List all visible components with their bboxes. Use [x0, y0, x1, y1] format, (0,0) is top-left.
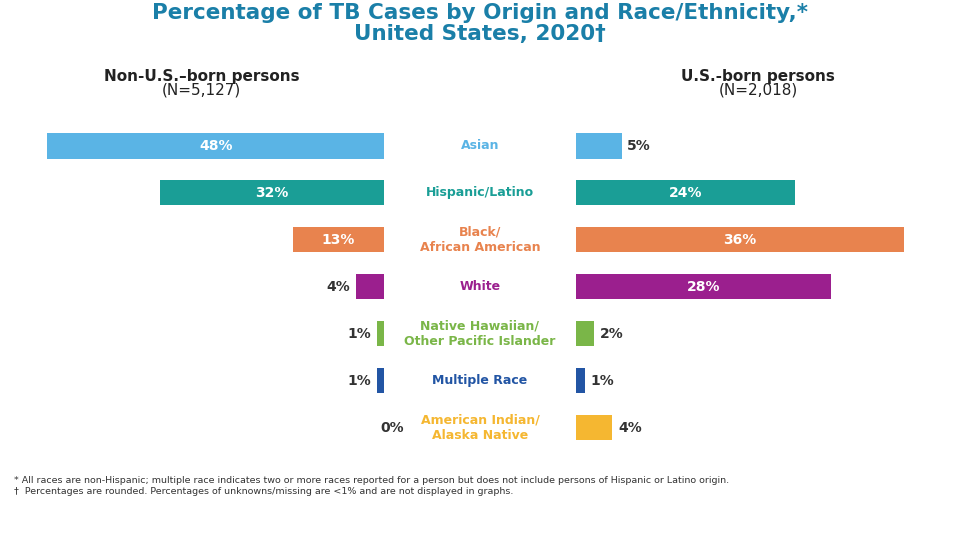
Text: 5%: 5% — [627, 139, 651, 153]
Text: White: White — [460, 280, 500, 293]
Text: (N=2,018): (N=2,018) — [719, 82, 798, 97]
Text: Native Hawaiian/
Other Pacific Islander: Native Hawaiian/ Other Pacific Islander — [404, 320, 556, 348]
Bar — [377, 321, 384, 347]
Text: 0%: 0% — [380, 421, 404, 435]
Text: American Indian/
Alaska Native: American Indian/ Alaska Native — [420, 414, 540, 442]
Text: 1%: 1% — [590, 374, 614, 388]
Text: †  Percentages are rounded. Percentages of unknowns/missing are <1% and are not : † Percentages are rounded. Percentages o… — [14, 487, 514, 496]
Bar — [159, 180, 384, 206]
Text: 4%: 4% — [618, 421, 641, 435]
Text: 4%: 4% — [326, 280, 350, 294]
Text: Hispanic/Latino: Hispanic/Latino — [426, 186, 534, 199]
Text: Percentage of TB Cases by Origin and Race/Ethnicity,*: Percentage of TB Cases by Origin and Rac… — [152, 3, 808, 23]
Text: 1%: 1% — [348, 327, 372, 341]
Bar — [576, 274, 831, 300]
Text: U.S.-born persons: U.S.-born persons — [682, 69, 835, 84]
Bar — [576, 180, 795, 206]
Bar — [576, 227, 904, 253]
Bar — [576, 321, 594, 347]
Text: Non-U.S.–born persons: Non-U.S.–born persons — [104, 69, 300, 84]
Bar — [576, 133, 622, 159]
Bar — [293, 227, 384, 253]
Bar — [377, 368, 384, 394]
Bar — [576, 415, 612, 441]
Bar — [47, 133, 384, 159]
Text: (N=5,127): (N=5,127) — [162, 82, 241, 97]
Text: * All races are non-Hispanic; multiple race indicates two or more races reported: * All races are non-Hispanic; multiple r… — [14, 476, 730, 485]
Text: 32%: 32% — [255, 186, 288, 200]
Text: Multiple Race: Multiple Race — [432, 374, 528, 387]
Text: 1%: 1% — [348, 374, 372, 388]
Text: Black/
African American: Black/ African American — [420, 226, 540, 254]
Bar — [356, 274, 384, 300]
Text: 28%: 28% — [687, 280, 720, 294]
Bar — [576, 368, 586, 394]
Text: 2%: 2% — [600, 327, 623, 341]
Text: Asian: Asian — [461, 139, 499, 152]
Text: 13%: 13% — [322, 233, 355, 247]
Text: 24%: 24% — [669, 186, 702, 200]
Text: United States, 2020†: United States, 2020† — [354, 24, 606, 44]
Text: 36%: 36% — [724, 233, 756, 247]
Text: 48%: 48% — [199, 139, 232, 153]
